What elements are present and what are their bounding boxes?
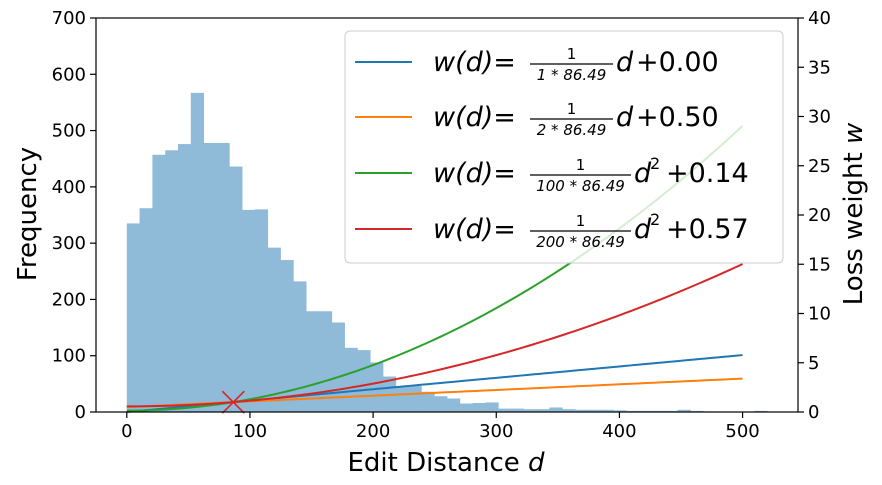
- histogram-bar: [562, 409, 576, 412]
- histogram-bar: [190, 92, 205, 413]
- histogram-bar: [203, 142, 217, 412]
- x-tick-label: 0: [121, 421, 132, 442]
- histogram-bar: [421, 391, 435, 412]
- legend-var-4: d: [634, 214, 652, 245]
- histogram-bar: [613, 410, 627, 412]
- x-axis-title: Edit Distance d: [347, 448, 545, 478]
- y-tick-label-right: 15: [808, 254, 831, 275]
- series-lines: [126, 125, 744, 413]
- legend-fraction-num-2: 1: [567, 100, 577, 118]
- legend-fraction-den-1: 1 * 86.49: [537, 66, 607, 84]
- legend-box: [344, 30, 784, 264]
- y-tick-label-left: 500: [52, 121, 86, 142]
- y-axis-title-left: Frequency: [13, 147, 43, 281]
- histogram-bar: [395, 386, 409, 412]
- legend: w(d)= 11 * 86.49 d +0.00w(d)= 12 * 86.49 d +0.…: [344, 30, 784, 264]
- legend-suffix-1: +0.00: [636, 47, 719, 78]
- legend-var-1: d: [616, 47, 634, 78]
- y-tick-label-right: 20: [808, 205, 831, 226]
- x-tick-label: 300: [479, 421, 513, 442]
- legend-fraction-num-4: 1: [576, 212, 586, 230]
- x-tick-label: 500: [725, 421, 759, 442]
- histogram-bar: [178, 144, 192, 412]
- histogram-bar: [459, 403, 474, 412]
- legend-fraction-den-4: 200 * 86.49: [536, 233, 625, 251]
- y-tick-label-left: 400: [52, 177, 86, 198]
- histogram-bar: [318, 311, 333, 412]
- legend-suffix-4: +0.57: [666, 214, 749, 245]
- legend-entry-2: w(d)=: [433, 102, 516, 133]
- x-tick-label: 100: [233, 421, 267, 442]
- x-tick-label: 400: [602, 421, 636, 442]
- histogram-bar: [293, 281, 307, 412]
- histogram-bar: [472, 402, 486, 412]
- y-tick-label-right: 35: [808, 57, 831, 78]
- histogram-bar: [216, 142, 230, 412]
- series-line-4: [126, 263, 743, 408]
- histogram-bar: [677, 409, 691, 412]
- legend-fraction-den-3: 100 * 86.49: [536, 177, 625, 195]
- y-tick-label-right: 25: [808, 156, 831, 177]
- legend-var-2: d: [616, 102, 634, 133]
- x-tick-label: 200: [356, 421, 390, 442]
- histogram-bar: [165, 150, 179, 412]
- histogram-bar: [126, 223, 140, 412]
- y-tick-label-right: 0: [808, 402, 819, 423]
- legend-fraction-num-1: 1: [567, 45, 577, 63]
- y-tick-label-right: 10: [808, 304, 831, 325]
- legend-entry-4: w(d)=: [433, 214, 516, 245]
- histogram-bar: [600, 409, 614, 412]
- y-tick-label-right: 30: [808, 107, 831, 128]
- histogram-bar: [152, 154, 166, 412]
- histogram-bars: [126, 92, 768, 413]
- axes: 0 100 200 300 400 500 0 100 200 300 400 500 600 700 0 5…: [52, 8, 831, 442]
- legend-suffix-2: +0.50: [636, 102, 719, 133]
- legend-entry-3: w(d)=: [433, 158, 516, 189]
- histogram-bar: [280, 260, 294, 412]
- histogram-bar: [242, 209, 256, 412]
- histogram-bar: [267, 247, 281, 412]
- y-tick-label-left: 100: [52, 346, 86, 367]
- histogram-bar: [511, 408, 525, 412]
- histogram-bar: [344, 347, 358, 412]
- histogram-bar: [408, 386, 422, 412]
- legend-fraction-den-2: 2 * 86.49: [537, 121, 607, 139]
- y-tick-label-left: 700: [52, 8, 86, 29]
- y-tick-label-right: 40: [808, 8, 831, 29]
- histogram-bar: [485, 402, 499, 412]
- y-axis-title-right: Loss weight w: [839, 122, 869, 305]
- histogram-bar: [575, 409, 589, 412]
- histogram-bar: [498, 408, 512, 412]
- histogram-bar: [306, 311, 320, 412]
- y-tick-label-left: 300: [52, 233, 86, 254]
- histogram-bar: [536, 409, 550, 412]
- legend-entry-1: w(d)=: [433, 47, 516, 78]
- y-tick-label-left: 200: [52, 289, 86, 310]
- histogram-bar: [357, 350, 371, 412]
- histogram-bar: [549, 407, 563, 412]
- legend-power-4: 2: [650, 210, 660, 229]
- marker-layer: [221, 390, 245, 414]
- legend-suffix-3: +0.14: [666, 158, 749, 189]
- histogram-bar: [434, 396, 448, 412]
- y-tick-label-left: 0: [75, 402, 86, 423]
- histogram-bar: [587, 409, 602, 412]
- histogram-bar: [229, 166, 243, 412]
- marker-x: [221, 390, 245, 414]
- legend-fraction-num-3: 1: [576, 156, 586, 174]
- y-tick-label-right: 5: [808, 353, 819, 374]
- histogram-bar: [370, 362, 384, 412]
- legend-power-3: 2: [650, 154, 660, 173]
- histogram-bar: [331, 322, 345, 412]
- histogram-bar: [254, 209, 269, 412]
- legend-var-3: d: [634, 158, 652, 189]
- histogram-bar: [523, 409, 538, 412]
- histogram-bar: [447, 398, 461, 412]
- histogram-bar: [139, 208, 153, 412]
- y-tick-label-left: 600: [52, 64, 86, 85]
